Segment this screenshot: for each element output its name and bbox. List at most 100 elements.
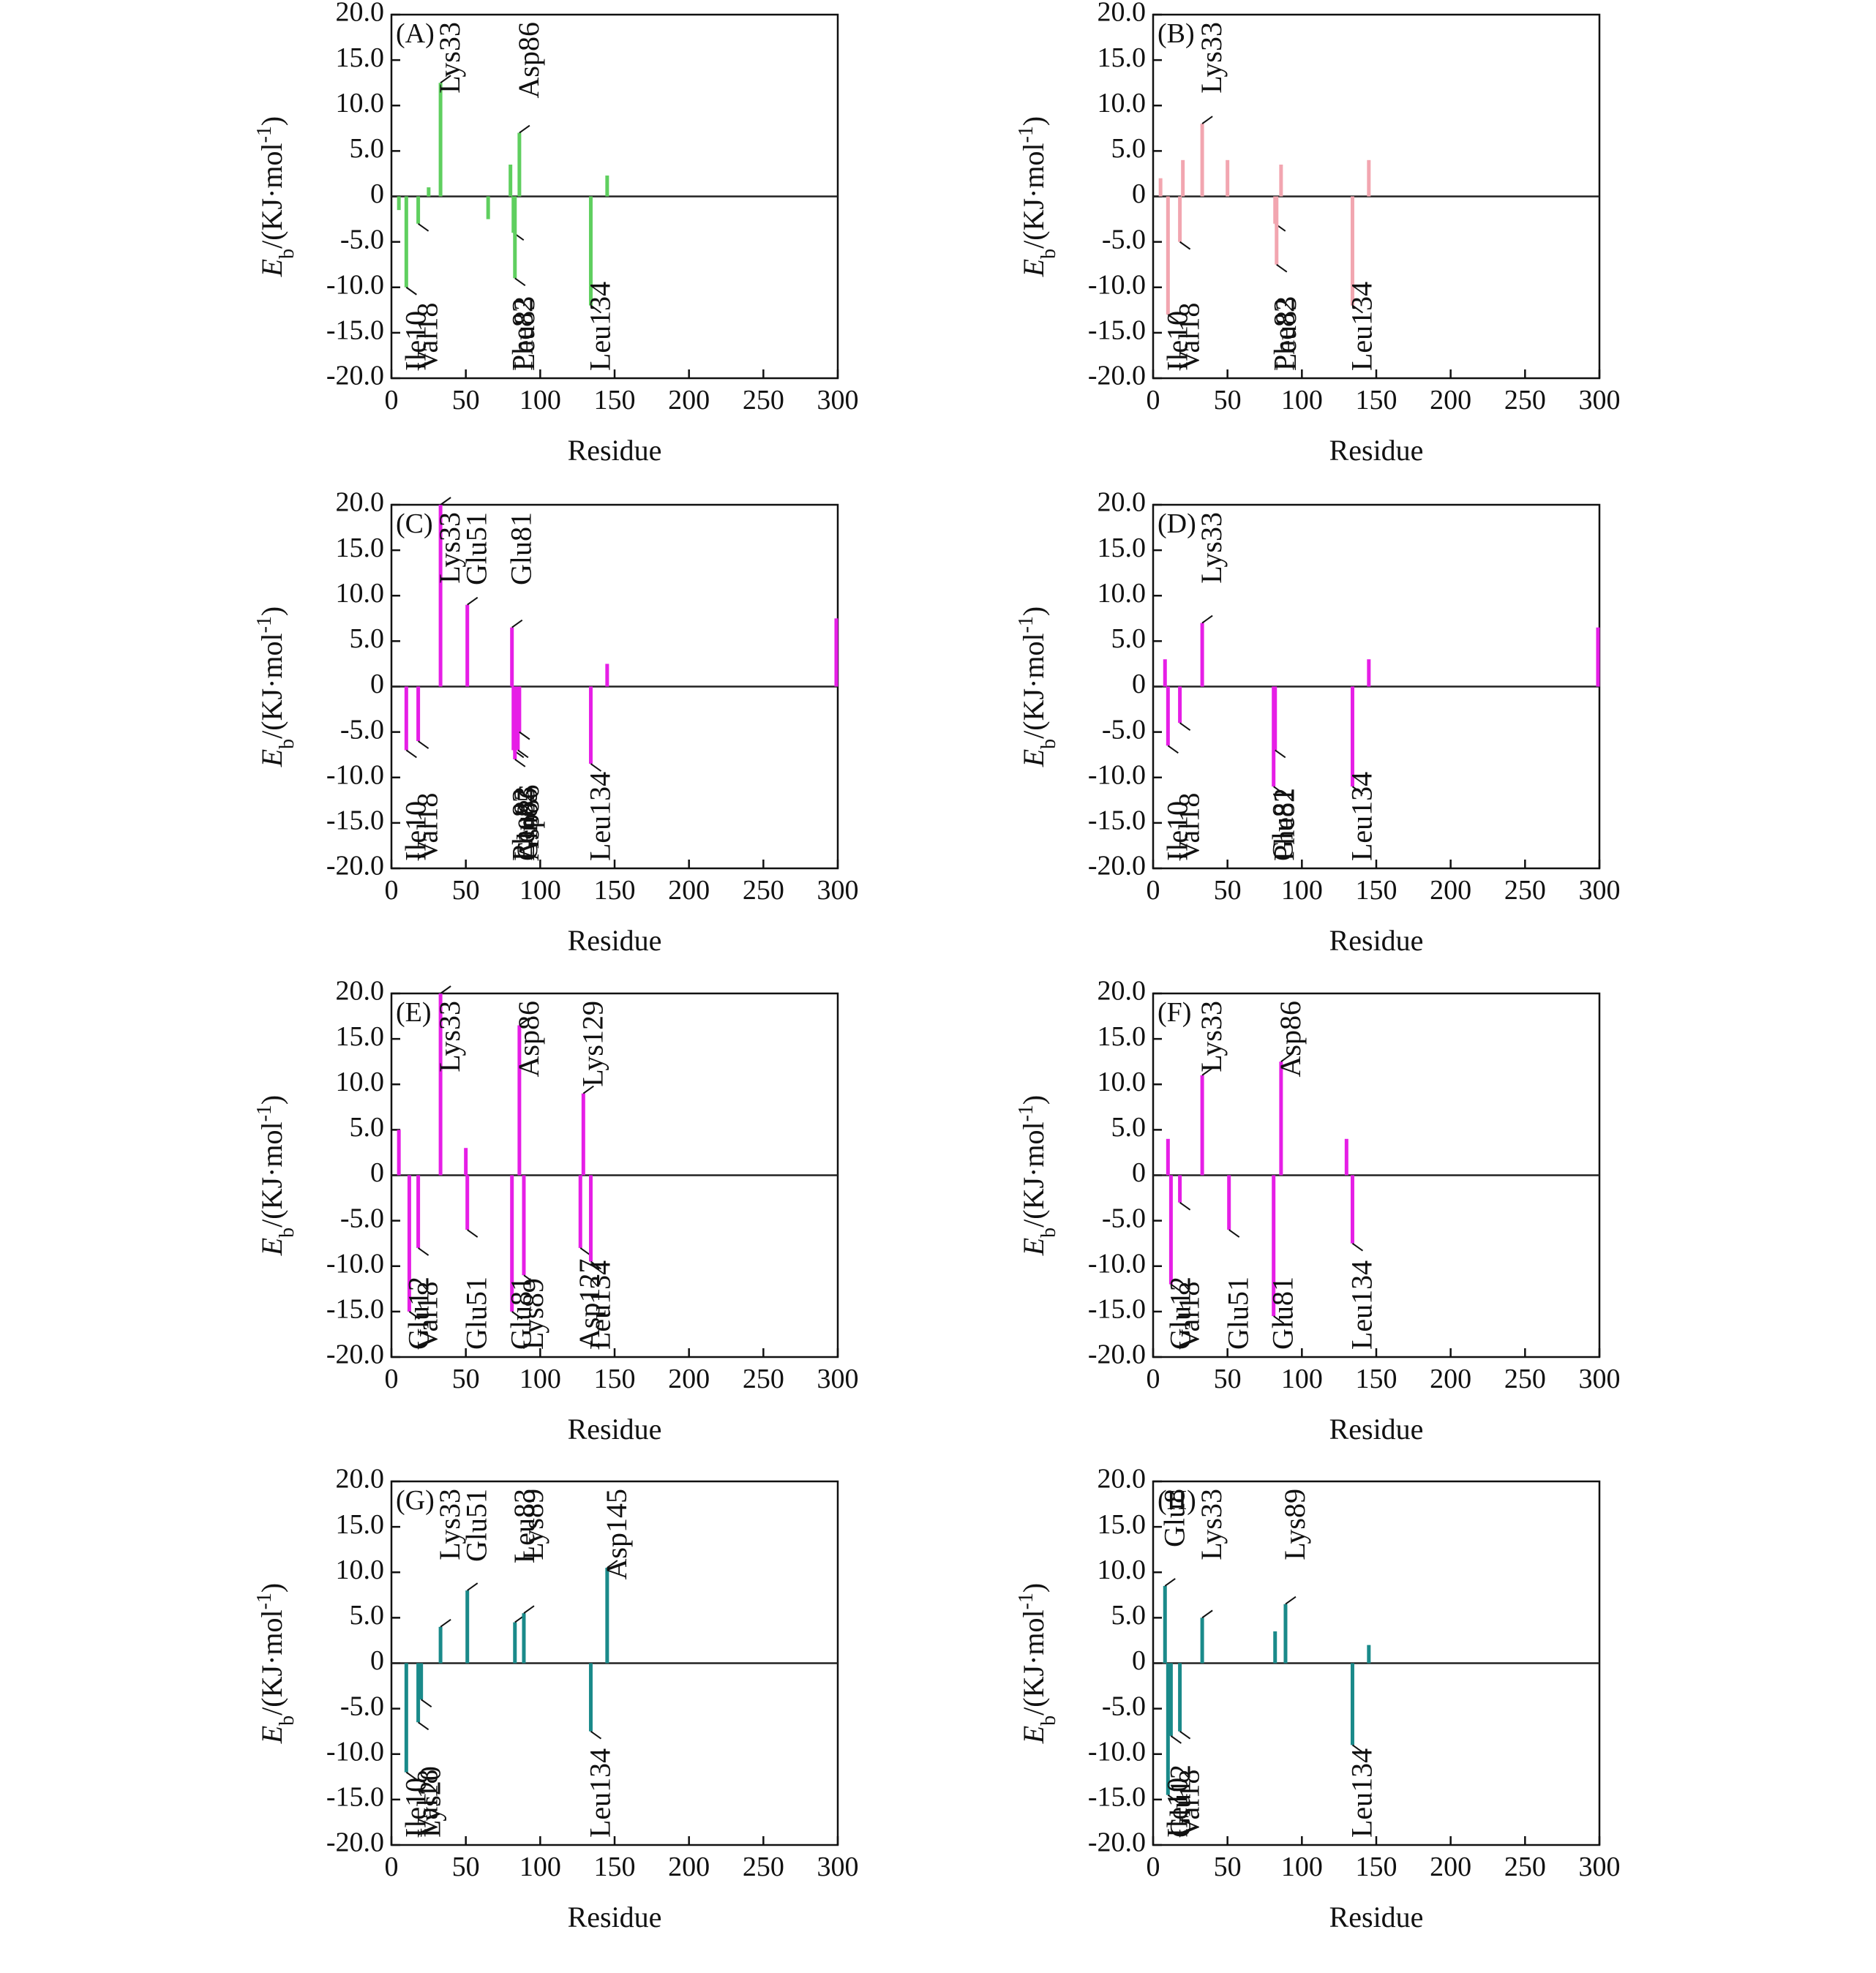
bar [1181,159,1185,197]
residue-label: Val18 [411,1282,444,1350]
leader-line [519,731,530,740]
residue-label: Asp127 [573,1259,606,1350]
bar [1166,1138,1170,1176]
residue-label: Asp86 [512,785,545,861]
y-tick-label: 20.0 [336,976,385,1007]
bar [416,196,421,224]
y-axis-label-part: E [255,1238,288,1256]
x-tick-label: 200 [668,385,710,416]
bar [1200,1617,1204,1664]
y-tick-label: -15.0 [1088,805,1146,836]
residue-label: Leu83 [1269,296,1302,371]
y-tick-label: 5.0 [350,1600,385,1631]
x-tick-label: 200 [1430,1364,1471,1394]
y-tick-label: -10.0 [1088,1736,1146,1767]
bar [1283,1604,1288,1664]
leader-line [1351,304,1364,314]
y-axis-label: Eb/(KJ·mol-1) [1015,1583,1060,1745]
leader-line [1351,1744,1364,1754]
residue-label: Glu12 [402,1277,435,1350]
x-tick-label: 250 [1504,1852,1546,1882]
leader-line [405,1771,417,1781]
leader-line [1179,1201,1191,1211]
residue-label: Glu12 [1163,1765,1196,1838]
bar [1178,1175,1182,1203]
x-tick-label: 100 [519,875,561,906]
leader-line [440,1618,451,1628]
y-tick-label: 20.0 [1098,1464,1147,1495]
leader-line [418,1721,429,1731]
residue-label: Val18 [1173,303,1206,371]
leader-line [1351,1242,1364,1252]
bar [486,196,490,219]
bar [588,1663,593,1732]
bar [464,1148,468,1176]
y-tick-label: 0 [1132,1645,1146,1676]
residue-label: Leu83 [508,296,541,371]
x-tick-label: 50 [452,1364,480,1394]
residue-label: Glu51 [1222,1277,1255,1350]
leader-line [1285,1596,1297,1605]
residue-label: Lys33 [1195,1489,1228,1560]
y-tick-label: -20.0 [1088,851,1146,882]
x-tick-label: 50 [452,875,480,906]
y-tick-label: 0 [370,669,384,699]
residue-label: Asp86 [512,1001,545,1077]
y-tick-label: -15.0 [1088,1294,1146,1325]
leader-line [418,222,429,232]
panel-title: (E) [396,997,432,1028]
y-tick-label: 15.0 [336,1509,385,1540]
y-tick-label: -20.0 [1088,361,1146,391]
residue-label: Lys33 [1195,1001,1228,1072]
bar [513,196,517,279]
y-tick-label: -15.0 [326,315,384,346]
leader-line [590,1260,602,1270]
leader-line [1351,786,1364,794]
leader-line [440,985,451,994]
leader-line [519,124,530,134]
x-tick-label: 100 [519,385,561,416]
y-axis-label-part: ) [1017,1583,1050,1593]
y-tick-label: 5.0 [1111,1600,1147,1631]
bar [1367,1645,1371,1664]
bar [834,618,838,687]
y-axis-label-part: /(KJ·mol [255,1609,288,1715]
residue-label: Lys129 [576,1001,609,1087]
bar [416,1175,421,1248]
residue-label: Leu134 [1345,772,1378,861]
x-tick-label: 0 [1147,1852,1160,1882]
y-tick-label: 10.0 [336,1067,385,1097]
y-tick-label: -10.0 [1088,1248,1146,1279]
y-tick-label: -5.0 [1102,1691,1146,1721]
y-tick-label: 20.0 [336,1464,385,1495]
leader-line [1179,722,1191,732]
x-tick-label: 150 [594,1852,636,1882]
y-tick-label: 15.0 [1098,42,1147,73]
residue-label: Glu51 [460,1277,493,1350]
y-tick-label: 15.0 [336,533,385,563]
y-axis-label: Eb/(KJ·mol-1) [253,116,299,278]
y-axis-label-part: ) [1017,1095,1050,1105]
bar [588,1175,593,1262]
x-tick-label: 250 [1504,875,1546,906]
residue-label: Lys20 [414,1766,447,1838]
bar [1350,686,1354,787]
x-tick-label: 250 [743,1364,784,1394]
y-axis-label: Eb/(KJ·mol-1) [1015,606,1060,768]
residue-label: Lys89 [517,1278,549,1350]
bar [513,686,517,759]
leader-line [523,1605,535,1614]
y-tick-label: 10.0 [1098,1067,1147,1097]
y-tick-label: 15.0 [1098,533,1147,563]
residue-label: Phe82 [506,788,539,861]
y-tick-label: 5.0 [350,133,385,164]
y-axis-label-part: b [1038,739,1060,749]
x-tick-label: 250 [743,385,784,416]
y-tick-label: -10.0 [326,759,384,790]
y-tick-label: -15.0 [1088,1782,1146,1813]
y-tick-label: -5.0 [1102,224,1146,255]
y-tick-label: 20.0 [1098,0,1147,28]
residue-label: Leu134 [583,772,616,861]
bar [605,664,609,687]
y-tick-label: -15.0 [1088,315,1146,346]
